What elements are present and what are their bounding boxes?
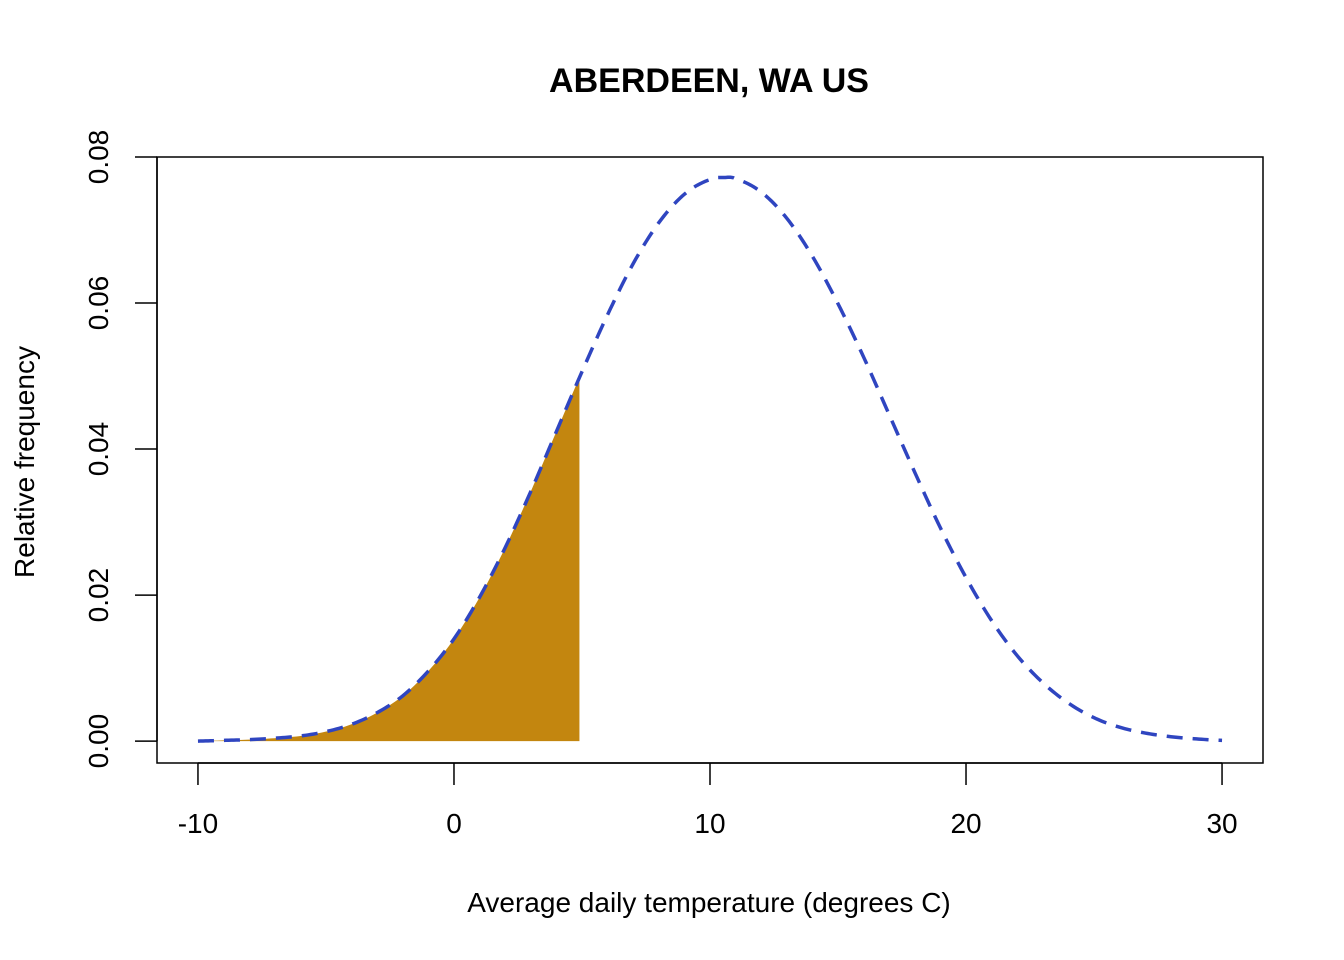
- plot-frame: [156, 156, 1264, 764]
- y-tick-label: 0.04: [83, 422, 114, 477]
- y-tick-label: 0.02: [83, 568, 114, 623]
- density-curve: [197, 175, 1223, 743]
- x-tick-label: 10: [694, 808, 725, 839]
- chart-title: ABERDEEN, WA US: [549, 62, 869, 100]
- x-axis-title: Average daily temperature (degrees C): [467, 887, 951, 918]
- x-tick-label: 0: [446, 808, 462, 839]
- y-tick-label: 0.08: [83, 130, 114, 185]
- y-tick-label: 0.00: [83, 714, 114, 769]
- x-tick-label: 20: [950, 808, 981, 839]
- plot-area: [197, 175, 1223, 743]
- x-tick-label: -10: [178, 808, 218, 839]
- y-axis-title: Relative frequency: [9, 346, 40, 578]
- y-tick-label: 0.06: [83, 276, 114, 331]
- x-tick-label: 30: [1206, 808, 1237, 839]
- y-axis: 0.00 0.02 0.04 0.06 0.08: [83, 130, 158, 769]
- shaded-area: [197, 377, 580, 742]
- x-axis: -10 0 10 20 30: [178, 762, 1238, 839]
